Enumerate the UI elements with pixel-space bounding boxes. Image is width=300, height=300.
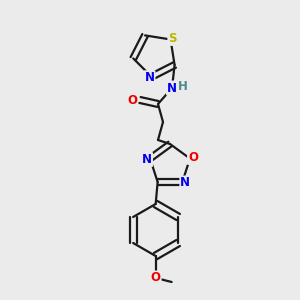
Text: O: O — [127, 94, 137, 106]
Text: N: N — [180, 176, 190, 190]
Text: N: N — [142, 153, 152, 166]
Text: N: N — [145, 71, 154, 84]
Text: N: N — [167, 82, 177, 94]
Text: O: O — [188, 151, 198, 164]
Text: H: H — [178, 80, 188, 92]
Text: O: O — [151, 272, 161, 284]
Text: S: S — [168, 32, 177, 45]
